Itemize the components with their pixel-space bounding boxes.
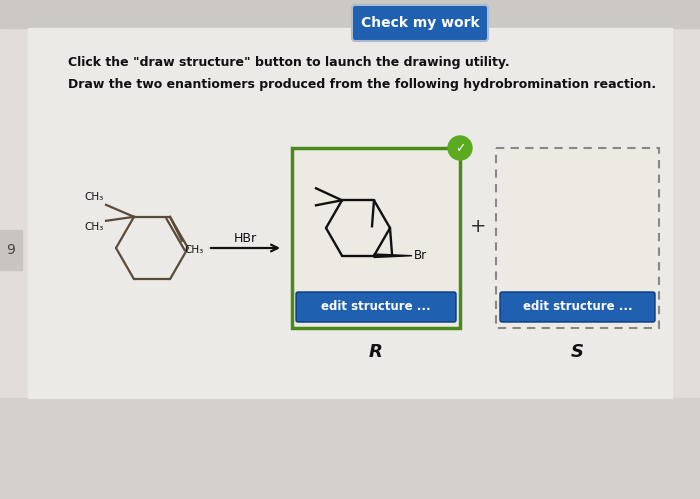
Text: +: +	[470, 217, 486, 236]
Text: ✓: ✓	[455, 143, 466, 156]
Polygon shape	[374, 254, 412, 257]
Bar	[496, 148, 659, 328]
Text: Br: Br	[414, 249, 427, 262]
Bar	[292, 148, 460, 328]
Text: Check my work: Check my work	[360, 16, 480, 30]
Text: CH₃: CH₃	[184, 245, 203, 255]
Text: S: S	[571, 343, 584, 361]
Text: edit structure ...: edit structure ...	[321, 300, 430, 313]
Bar	[0, 0, 700, 28]
Text: edit structure ...: edit structure ...	[523, 300, 632, 313]
Circle shape	[448, 136, 472, 160]
FancyBboxPatch shape	[296, 292, 456, 322]
Bar	[0, 398, 700, 499]
Bar	[28, 28, 672, 398]
Text: CH₃: CH₃	[85, 222, 104, 232]
Bar	[496, 148, 659, 328]
Text: Draw the two enantiomers produced from the following hydrobromination reaction.: Draw the two enantiomers produced from t…	[68, 77, 656, 90]
Text: HBr: HBr	[234, 232, 257, 245]
Text: R: R	[369, 343, 383, 361]
Text: CH₃: CH₃	[85, 192, 104, 202]
Bar	[292, 148, 460, 328]
FancyBboxPatch shape	[500, 292, 655, 322]
FancyBboxPatch shape	[352, 5, 488, 41]
Bar	[0, 230, 22, 270]
Text: Click the "draw structure" button to launch the drawing utility.: Click the "draw structure" button to lau…	[68, 55, 510, 68]
Text: 9: 9	[6, 243, 15, 257]
